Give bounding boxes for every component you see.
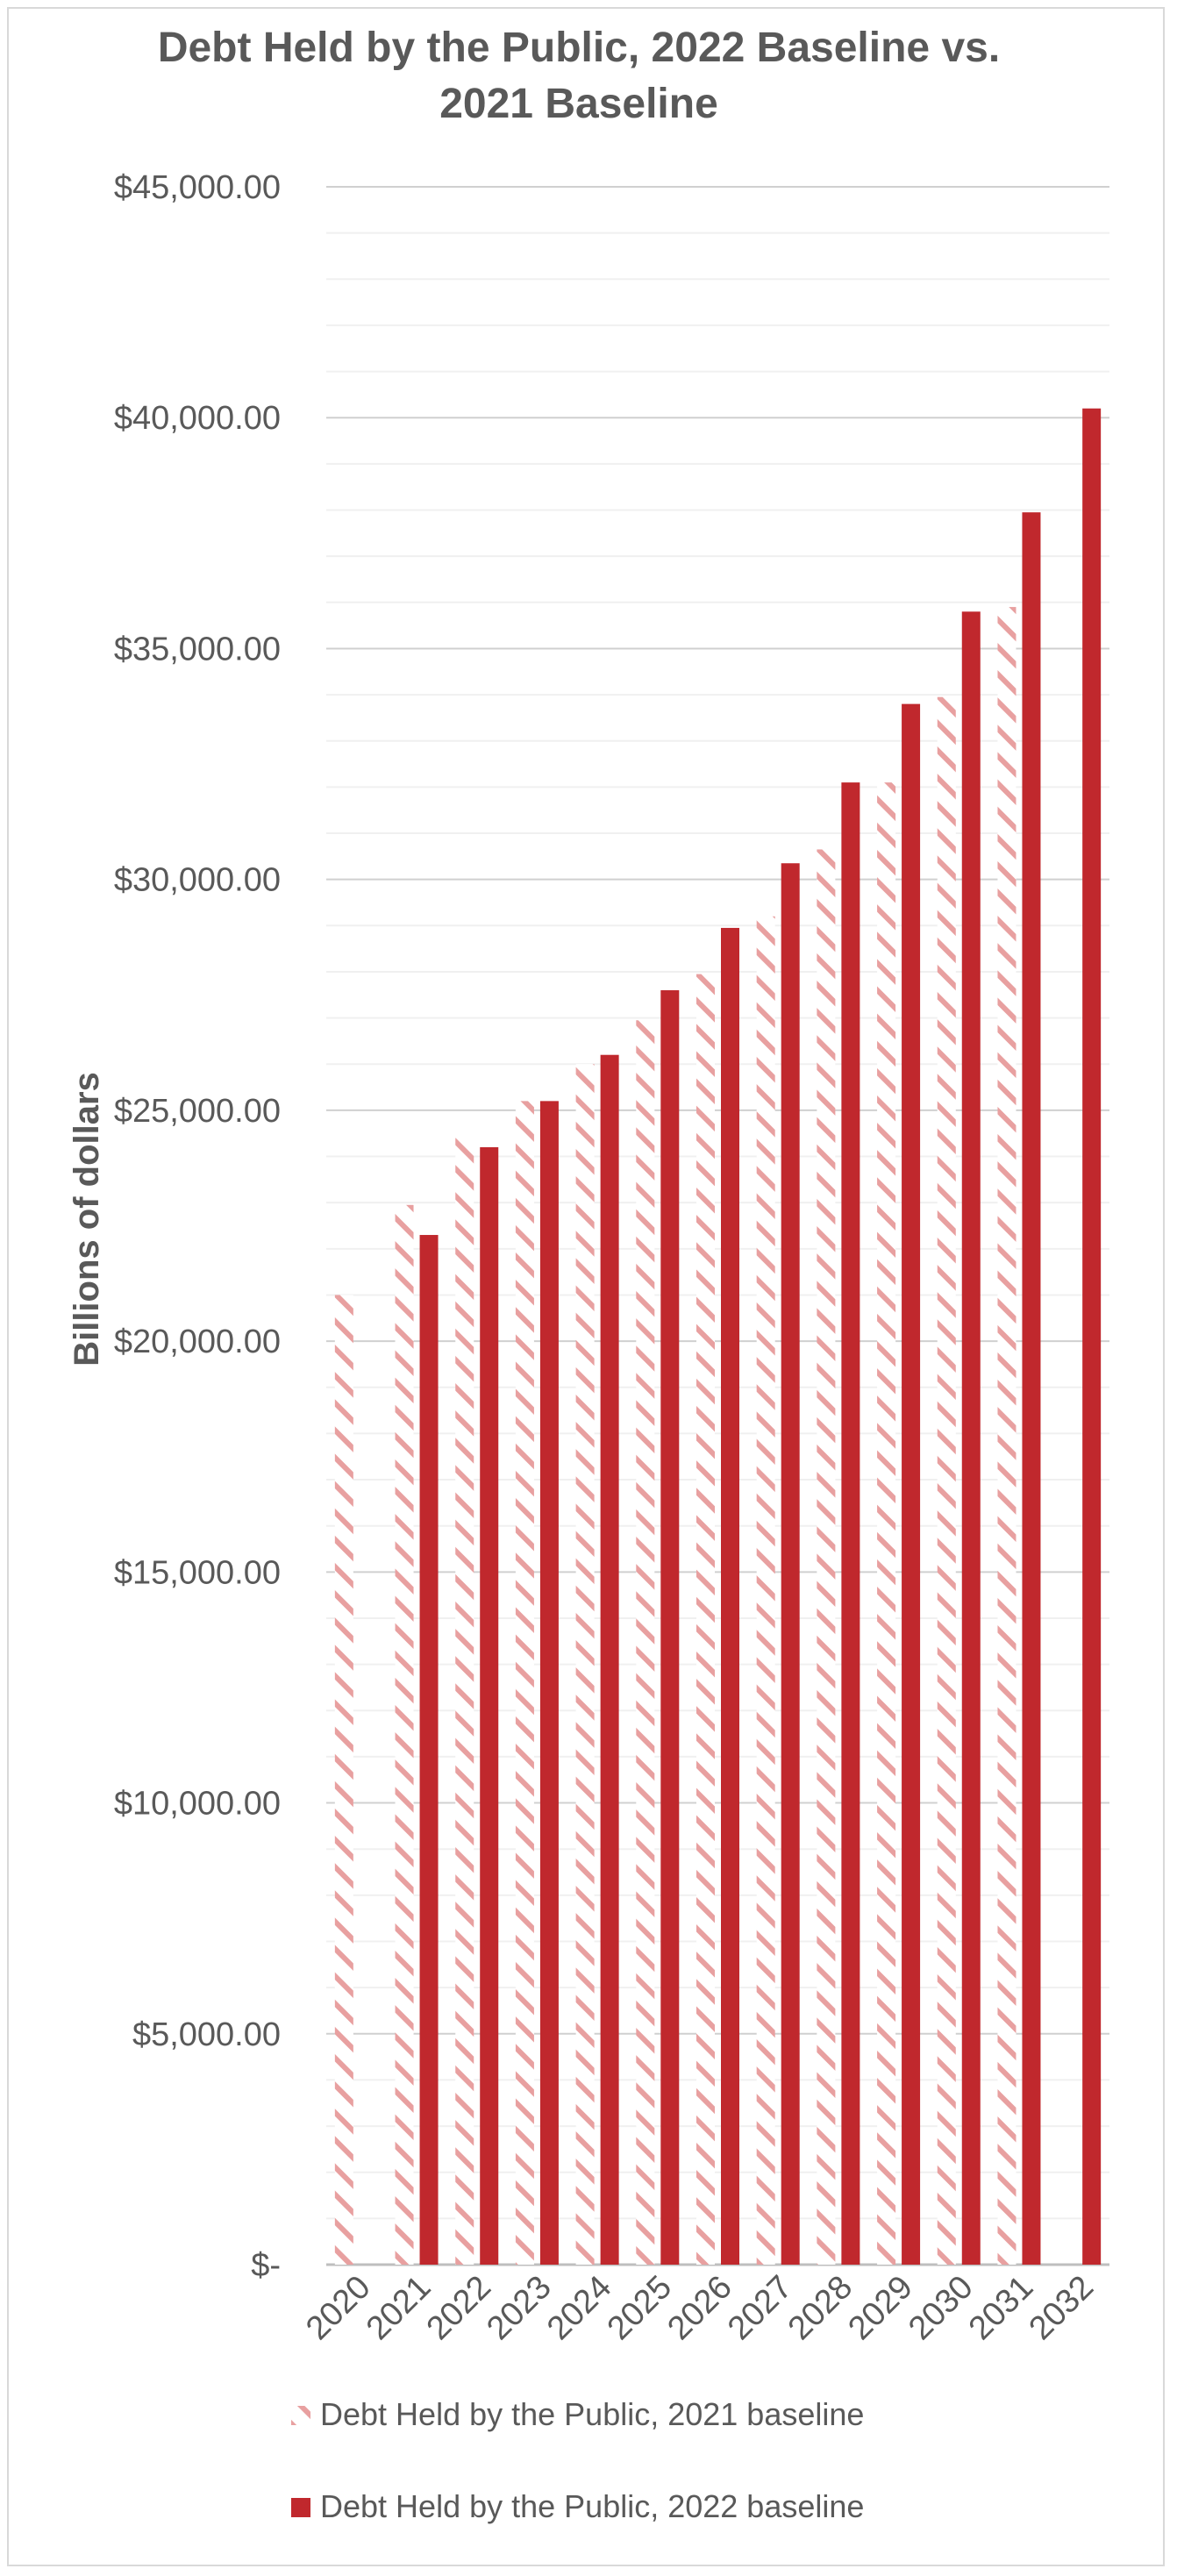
legend-label: Debt Held by the Public, 2021 baseline — [320, 2396, 864, 2432]
x-tick-label: 2027 — [721, 2269, 799, 2347]
bar-2021-baseline — [515, 1101, 534, 2265]
bar-2021-baseline — [997, 607, 1016, 2265]
y-tick-label: $20,000.00 — [114, 1324, 281, 1360]
legend-label: Debt Held by the Public, 2022 baseline — [320, 2488, 864, 2524]
bar-2022-baseline — [841, 782, 860, 2266]
y-axis-title: Billions of dollars — [68, 1072, 106, 1366]
x-tick-label: 2022 — [420, 2269, 498, 2347]
y-tick-label: $15,000.00 — [114, 1554, 281, 1591]
y-tick-label: $35,000.00 — [114, 631, 281, 667]
bar-2022-baseline — [480, 1147, 499, 2265]
bars — [334, 408, 1102, 2266]
bar-2022-baseline — [660, 990, 680, 2265]
chart-title-line2: 2021 Baseline — [439, 81, 718, 127]
chart-svg: Debt Held by the Public, 2022 Baseline v… — [68, 25, 1109, 2524]
x-tick-label: 2032 — [1023, 2269, 1101, 2347]
gridlines — [326, 186, 1109, 2266]
y-tick-label: $30,000.00 — [114, 862, 281, 899]
bar-2021-baseline — [817, 849, 836, 2265]
bar-2022-baseline — [721, 927, 739, 2265]
bar-2022-baseline — [539, 1101, 559, 2265]
x-tick-label: 2031 — [962, 2269, 1040, 2347]
bar-2021-baseline — [334, 1295, 353, 2265]
bar-2021-baseline — [937, 696, 956, 2265]
x-tick-label: 2026 — [660, 2269, 738, 2347]
y-tick-label: $5,000.00 — [132, 2016, 281, 2053]
bar-2022-baseline — [781, 863, 800, 2265]
x-tick-label: 2020 — [299, 2269, 377, 2347]
y-tick-label: $25,000.00 — [114, 1093, 281, 1130]
bar-2021-baseline — [395, 1204, 414, 2265]
x-tick-label: 2023 — [480, 2269, 558, 2347]
legend: Debt Held by the Public, 2021 baseline De… — [291, 2396, 864, 2524]
y-tick-label: $40,000.00 — [114, 400, 281, 437]
x-tick-label: 2025 — [601, 2269, 679, 2347]
bar-2021-baseline — [455, 1138, 474, 2265]
bar-2021-baseline — [696, 974, 715, 2265]
bar-2021-baseline — [756, 916, 775, 2265]
bar-2021-baseline — [575, 1064, 595, 2265]
bar-2021-baseline — [877, 782, 896, 2266]
bar-2022-baseline — [902, 703, 921, 2265]
y-axis-ticks: $- $5,000.00 $10,000.00 $15,000.00 $20,000.0… — [114, 169, 281, 2284]
bar-2021-baseline — [636, 1020, 655, 2265]
chart-frame: Debt Held by the Public, 2022 Baseline v… — [7, 7, 1165, 2566]
y-tick-label: $45,000.00 — [114, 169, 281, 206]
x-tick-label: 2028 — [781, 2269, 860, 2347]
chart-title-line1: Debt Held by the Public, 2022 Baseline v… — [158, 25, 1000, 71]
x-axis-ticks: 2020202120222023202420252026202720282029… — [299, 2269, 1101, 2347]
x-tick-label: 2024 — [540, 2269, 618, 2347]
legend-swatch — [291, 2406, 310, 2425]
y-tick-label: $10,000.00 — [114, 1786, 281, 1823]
x-tick-label: 2021 — [360, 2269, 438, 2347]
bar-2022-baseline — [600, 1054, 619, 2265]
legend-swatch — [291, 2498, 310, 2517]
y-tick-label: $- — [251, 2247, 281, 2284]
x-tick-label: 2029 — [841, 2269, 919, 2347]
bar-2022-baseline — [1022, 512, 1041, 2265]
bar-2022-baseline — [419, 1235, 439, 2265]
x-tick-label: 2030 — [902, 2269, 980, 2347]
bar-2022-baseline — [1082, 408, 1102, 2265]
bar-2022-baseline — [961, 611, 981, 2266]
